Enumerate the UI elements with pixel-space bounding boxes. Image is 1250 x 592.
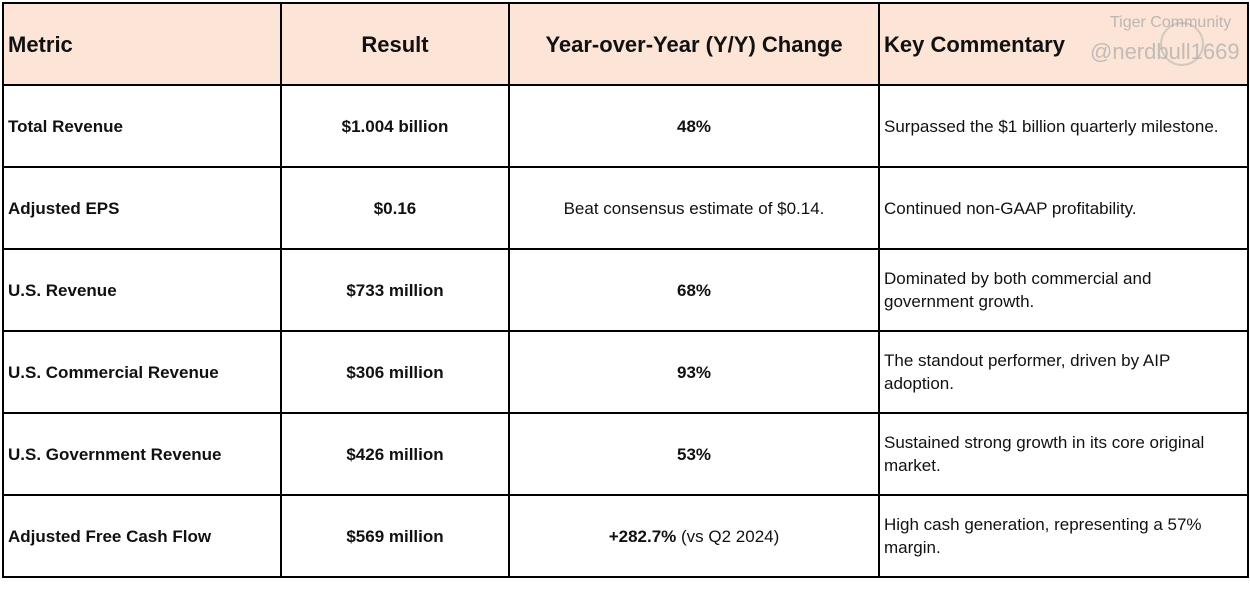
change-value: 53% bbox=[676, 444, 712, 464]
result-cell: $0.16 bbox=[280, 166, 510, 250]
commentary-cell: Sustained strong growth in its core orig… bbox=[878, 412, 1249, 496]
table-row: U.S. Commercial Revenue $306 million 93%… bbox=[2, 330, 1249, 414]
metric-cell: U.S. Commercial Revenue bbox=[2, 330, 282, 414]
result-cell: $733 million bbox=[280, 248, 510, 332]
change-value: 68% bbox=[676, 280, 712, 300]
table-row: Adjusted Free Cash Flow $569 million +28… bbox=[2, 494, 1249, 578]
change-cell: +282.7% (vs Q2 2024) bbox=[508, 494, 880, 578]
metric-cell: U.S. Revenue bbox=[2, 248, 282, 332]
result-cell: $306 million bbox=[280, 330, 510, 414]
table-row: U.S. Government Revenue $426 million 53%… bbox=[2, 412, 1249, 496]
commentary-cell: Continued non-GAAP profitability. bbox=[878, 166, 1249, 250]
change-value: 93% bbox=[676, 362, 712, 382]
commentary-cell: High cash generation, representing a 57%… bbox=[878, 494, 1249, 578]
result-cell: $426 million bbox=[280, 412, 510, 496]
table-row: Adjusted EPS $0.16 Beat consensus estima… bbox=[2, 166, 1249, 250]
change-note: (vs Q2 2024) bbox=[676, 526, 780, 546]
metric-cell: Total Revenue bbox=[2, 84, 282, 168]
result-cell: $569 million bbox=[280, 494, 510, 578]
metric-cell: U.S. Government Revenue bbox=[2, 412, 282, 496]
change-value: 48% bbox=[676, 116, 712, 136]
commentary-cell: Dominated by both commercial and governm… bbox=[878, 248, 1249, 332]
header-change: Year-over-Year (Y/Y) Change bbox=[508, 2, 880, 86]
table-row: Total Revenue $1.004 billion 48% Surpass… bbox=[2, 84, 1249, 168]
tiger-logo-watermark bbox=[1160, 22, 1204, 66]
table-row: U.S. Revenue $733 million 68% Dominated … bbox=[2, 248, 1249, 332]
metric-cell: Adjusted Free Cash Flow bbox=[2, 494, 282, 578]
header-row: Metric Result Year-over-Year (Y/Y) Chang… bbox=[2, 2, 1249, 86]
change-cell: 48% bbox=[508, 84, 880, 168]
change-note: Beat consensus estimate of $0.14. bbox=[563, 198, 825, 218]
change-cell: Beat consensus estimate of $0.14. bbox=[508, 166, 880, 250]
result-cell: $1.004 billion bbox=[280, 84, 510, 168]
results-table: Metric Result Year-over-Year (Y/Y) Chang… bbox=[2, 2, 1249, 578]
commentary-cell: Surpassed the $1 billion quarterly miles… bbox=[878, 84, 1249, 168]
commentary-cell: The standout performer, driven by AIP ad… bbox=[878, 330, 1249, 414]
metric-cell: Adjusted EPS bbox=[2, 166, 282, 250]
header-metric: Metric bbox=[2, 2, 282, 86]
header-result: Result bbox=[280, 2, 510, 86]
change-cell: 53% bbox=[508, 412, 880, 496]
change-cell: 68% bbox=[508, 248, 880, 332]
change-cell: 93% bbox=[508, 330, 880, 414]
change-value: +282.7% bbox=[608, 526, 677, 546]
